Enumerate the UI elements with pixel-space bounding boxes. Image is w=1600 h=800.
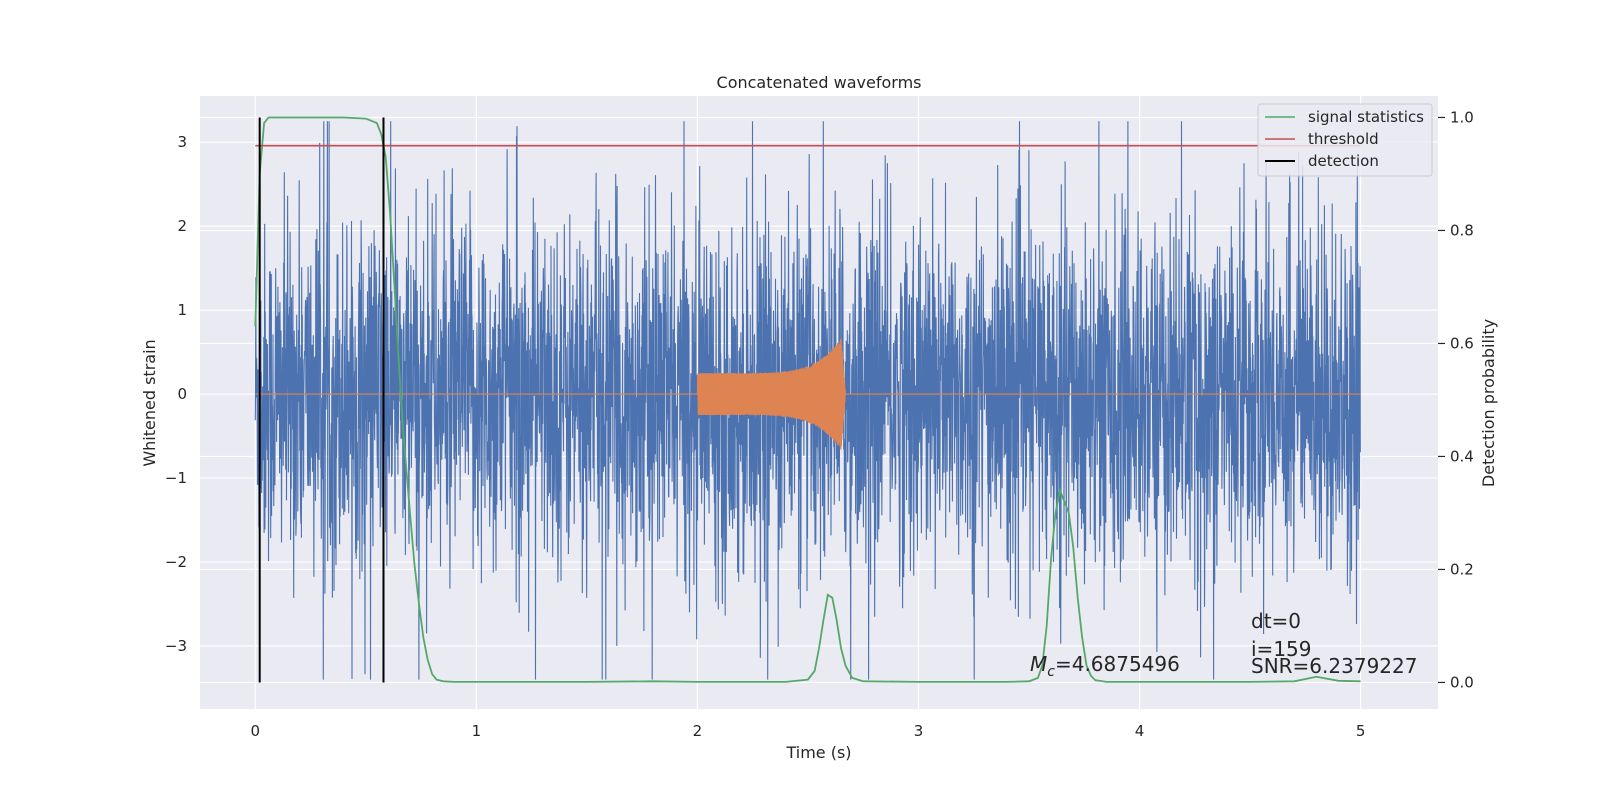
dt-annotation: dt=0 bbox=[1251, 609, 1301, 633]
y-axis-ticks: −3 −2 −1 0 1 2 3 bbox=[165, 133, 187, 655]
legend-label-detection: detection bbox=[1308, 152, 1379, 170]
y-tick-label: −3 bbox=[165, 637, 187, 655]
signal-statistics-line bbox=[254, 116, 1361, 683]
y-tick-label: −2 bbox=[165, 553, 187, 571]
x-tick-label: 4 bbox=[1135, 722, 1145, 740]
mc-annotation: Mc=4.6875496 bbox=[1030, 652, 1180, 680]
x-tick-label: 3 bbox=[914, 722, 924, 740]
svg-text:Mc=4.6875496: Mc=4.6875496 bbox=[1030, 652, 1180, 680]
noise-series bbox=[254, 121, 1362, 680]
legend-label-threshold: threshold bbox=[1308, 130, 1379, 148]
noise-line bbox=[254, 121, 1362, 680]
y-tick-label: 1 bbox=[177, 301, 187, 319]
legend-label-signal-statistics: signal statistics bbox=[1308, 108, 1424, 126]
y2-tick-label: 0.6 bbox=[1450, 334, 1474, 352]
y-tick-label: −1 bbox=[165, 469, 187, 487]
y-tick-label: 3 bbox=[177, 133, 187, 151]
y-tick-label: 0 bbox=[177, 385, 187, 403]
chart-title: Concatenated waveforms bbox=[717, 73, 922, 92]
y2-tick-label: 1.0 bbox=[1450, 108, 1474, 126]
y2-tick-label: 0.4 bbox=[1450, 447, 1474, 465]
x-tick-label: 0 bbox=[250, 722, 260, 740]
y2-axis-ticks: 0.0 0.2 0.4 0.6 0.8 1.0 bbox=[1438, 108, 1474, 691]
x-axis-ticks: 0 1 2 3 4 5 bbox=[250, 722, 1365, 740]
y-axis-label: Whitened strain bbox=[140, 339, 159, 466]
x-axis-label: Time (s) bbox=[785, 743, 851, 762]
legend-box bbox=[1257, 103, 1433, 177]
signal-statistics-series bbox=[254, 116, 1361, 683]
legend: signal statistics threshold detection bbox=[1257, 103, 1433, 177]
snr-annotation: SNR=6.2379227 bbox=[1251, 654, 1417, 678]
injected-signal-line bbox=[255, 338, 1361, 450]
i-annotation: i=159 bbox=[1251, 637, 1312, 661]
y-tick-label: 2 bbox=[177, 217, 187, 235]
mc-symbol: M bbox=[1030, 652, 1047, 676]
mc-value: =4.6875496 bbox=[1055, 652, 1180, 676]
x-tick-label: 5 bbox=[1356, 722, 1366, 740]
y2-tick-label: 0.8 bbox=[1450, 221, 1474, 239]
injected-signal-series bbox=[255, 338, 1361, 450]
x-tick-label: 1 bbox=[472, 722, 482, 740]
y2-tick-label: 0.0 bbox=[1450, 673, 1474, 691]
mc-subscript: c bbox=[1047, 664, 1055, 680]
x-tick-label: 2 bbox=[693, 722, 703, 740]
y2-axis-label: Detection probability bbox=[1479, 319, 1498, 487]
y2-tick-label: 0.2 bbox=[1450, 560, 1474, 578]
